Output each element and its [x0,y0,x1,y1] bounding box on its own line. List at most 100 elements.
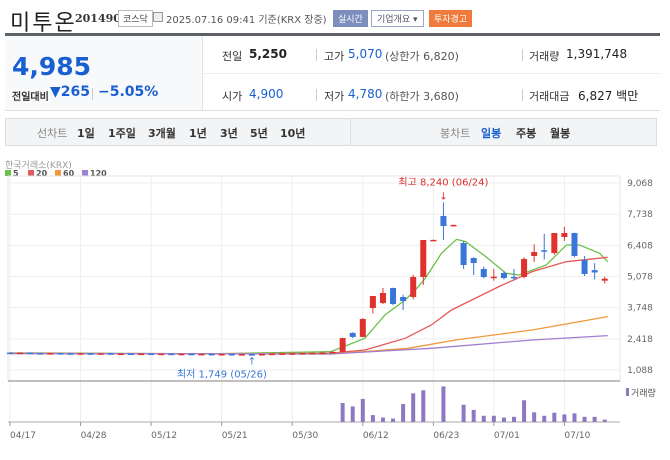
candle-body [329,351,336,354]
y-tick-label: 7,738 [627,210,653,220]
candle-body [430,239,437,242]
x-tick-label: 07/01 [494,431,520,441]
ma5-line [9,238,609,355]
candle-body [97,353,104,355]
candle-body [400,296,407,301]
candle-body [238,354,245,356]
candle-body [440,215,447,227]
x-tick-label: 04/28 [81,431,107,441]
candle-body [67,353,74,355]
change-amount: 265 [60,84,91,100]
candle-body [521,258,528,277]
volume-bar [481,415,486,422]
candle-body [228,354,235,356]
candle-body [500,272,507,278]
period-weekly[interactable]: 주봉 [516,127,537,140]
candle-body [87,353,94,355]
candle-body [77,353,84,355]
chart-toolbar [5,118,657,146]
arrow-down-icon: ↓ [439,191,447,202]
divider [92,88,93,100]
candle-body [37,353,44,355]
realtime-button[interactable]: 실시간 [333,10,368,27]
divider [316,49,317,61]
period-1w[interactable]: 1주일 [108,127,136,140]
volume-bar [582,416,587,422]
divider [350,118,351,146]
candle-body [470,257,477,264]
candle-body [248,354,255,356]
candle-body [359,318,366,337]
legend-ma5: 5 [5,169,19,178]
change-value: ▼265 [50,84,90,100]
candle-body [27,352,34,355]
candle-body [259,354,265,356]
candle-body [178,353,185,356]
candle-body [339,338,346,352]
upper-limit: (상한가 6,820) [385,50,459,63]
candle-body [490,276,497,279]
calendar-icon [153,12,163,22]
candle-body [218,354,225,356]
open-value: 4,900 [249,87,284,101]
period-3m[interactable]: 3개월 [148,127,176,140]
market-badge: 코스닥 [118,10,153,27]
legend-ma20: 20 [28,169,47,178]
candle-body [561,233,568,237]
divider [204,73,660,74]
candle-body [279,353,286,355]
high-label: 고가 [324,50,345,63]
ma60-line [9,316,608,355]
volume-bar [532,412,537,422]
volume-bar [552,412,557,422]
high-value: 5,070 [348,47,383,61]
period-5y[interactable]: 5년 [250,127,268,140]
volume-legend-swatch [626,388,629,396]
change-label: 전일대비 [12,92,49,103]
x-tick-label: 06/12 [363,431,389,441]
lower-limit: (하한가 3,680) [385,90,459,103]
stock-code: 201490 [75,12,121,25]
candle-body [198,353,205,356]
company-overview-dropdown[interactable]: 기업개요 ▾ [371,10,424,27]
candle-body [460,242,467,265]
period-10y[interactable]: 10년 [280,127,306,140]
candle-body [319,352,326,355]
candle-body [390,287,397,304]
volume-bar [602,419,607,422]
volume-bar [360,398,365,422]
divider [522,89,523,101]
candle-body [208,353,215,356]
y-tick-label: 3,748 [627,304,653,314]
candle-body [591,270,598,273]
max-price-label: 최고 8,240 (06/24) [398,176,488,188]
volume-label: 거래량 [529,50,560,63]
candle-body [601,278,608,281]
current-price: 4,985 [12,52,92,81]
ma120-line [9,334,608,355]
plot-frame [7,175,621,382]
candle-body [309,352,316,355]
investment-warning-badge[interactable]: 투자경고 [429,10,473,27]
x-tick-label: 05/30 [292,431,318,441]
candle-body [168,353,175,356]
candle-body [269,353,276,356]
volume-bar [391,418,396,422]
prev-close-label: 전일 [222,50,243,63]
period-daily[interactable]: 일봉 [481,127,502,140]
period-monthly[interactable]: 월봉 [550,127,571,140]
candle-body [7,352,13,355]
candle-body [127,353,134,356]
candle-body [17,352,24,355]
candle-body [117,353,124,356]
period-1y[interactable]: 1년 [189,127,207,140]
legend-ma120: 120 [82,169,107,178]
volume-bar [441,386,446,422]
divider [316,89,317,101]
candle-body [299,353,306,355]
period-1d[interactable]: 1일 [77,127,95,140]
open-label: 시가 [222,90,243,103]
period-3y[interactable]: 3년 [220,127,238,140]
candle-body [480,269,487,277]
